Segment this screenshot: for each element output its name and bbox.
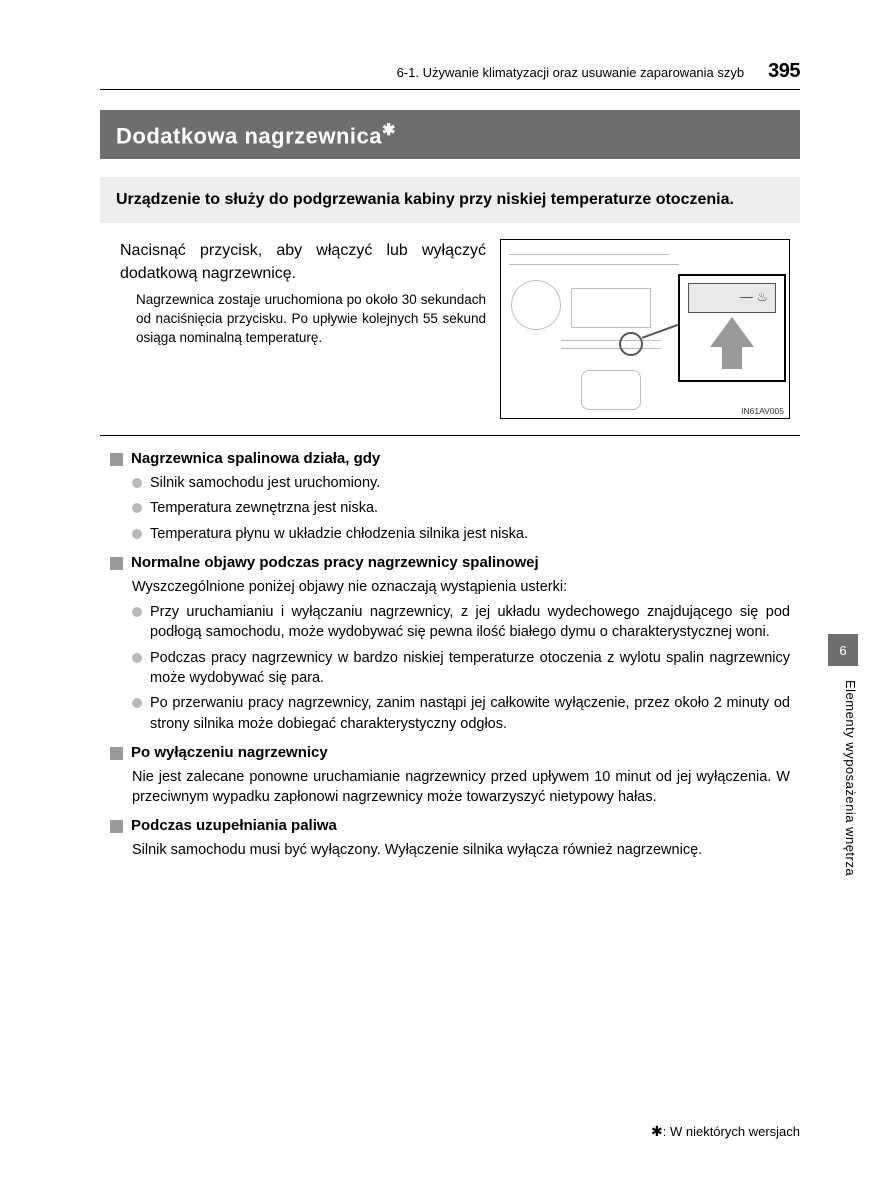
figure-code: IN61AV005 bbox=[741, 406, 784, 416]
footnote-text: : W niektórych wersjach bbox=[663, 1124, 800, 1139]
footnote-marker: ✱ bbox=[651, 1123, 663, 1139]
section-1: Nagrzewnica spalinowa działa, gdy Silnik… bbox=[110, 450, 790, 544]
body-text: Wyszczególnione poniżej objawy nie oznac… bbox=[132, 577, 790, 597]
list-item: Po przerwaniu pracy nagrzewnicy, zanim n… bbox=[132, 693, 790, 734]
chapter-tab: 6 bbox=[828, 634, 858, 666]
sub-text: Nagrzewnica zostaje uruchomiona po około… bbox=[120, 291, 486, 348]
up-arrow-icon bbox=[710, 317, 754, 347]
figure-row: Nacisnąć przycisk, aby włączyć lub wyłąc… bbox=[100, 239, 800, 436]
dashboard-illustration: — ♨ IN61AV005 bbox=[500, 239, 790, 419]
bullet-list: Silnik samochodu jest uruchomiony. Tempe… bbox=[132, 473, 790, 544]
section-label: 6-1. Używanie klimatyzacji oraz usuwanie… bbox=[397, 65, 745, 80]
section-4: Podczas uzupełniania paliwa Silnik samoc… bbox=[110, 817, 790, 860]
title-text: Dodatkowa nagrzewnica bbox=[116, 123, 382, 148]
section-heading: Po wyłączeniu nagrzewnicy bbox=[110, 744, 790, 761]
bullet-list: Przy uruchamianiu i wyłączaniu nagrzewni… bbox=[132, 602, 790, 734]
section-heading: Podczas uzupełniania paliwa bbox=[110, 817, 790, 834]
page-number: 395 bbox=[768, 60, 800, 83]
footnote: ✱: W niektórych wersjach bbox=[651, 1123, 800, 1140]
list-item: Temperatura płynu w układzie chłodzenia … bbox=[132, 524, 790, 544]
section-heading: Normalne objawy podczas pracy nagrzewnic… bbox=[110, 554, 790, 571]
page-title: Dodatkowa nagrzewnica✱ bbox=[100, 110, 800, 159]
intro-box: Urządzenie to służy do podgrzewania kabi… bbox=[100, 177, 800, 223]
title-asterisk: ✱ bbox=[382, 122, 396, 139]
chapter-number: 6 bbox=[839, 643, 846, 658]
figure-text: Nacisnąć przycisk, aby włączyć lub wyłąc… bbox=[120, 239, 486, 419]
section-heading: Nagrzewnica spalinowa działa, gdy bbox=[110, 450, 790, 467]
lead-text: Nacisnąć przycisk, aby włączyć lub wyłąc… bbox=[120, 239, 486, 285]
list-item: Przy uruchamianiu i wyłączaniu nagrzewni… bbox=[132, 602, 790, 643]
chapter-label: Elementy wyposażenia wnętrza bbox=[843, 680, 858, 876]
body-text: Silnik samochodu musi być wyłączony. Wył… bbox=[132, 840, 790, 860]
list-item: Silnik samochodu jest uruchomiony. bbox=[132, 473, 790, 493]
heat-icon: — ♨ bbox=[740, 289, 768, 305]
page-header: 6-1. Używanie klimatyzacji oraz usuwanie… bbox=[100, 60, 800, 90]
section-3: Po wyłączeniu nagrzewnicy Nie jest zalec… bbox=[110, 744, 790, 808]
section-2: Normalne objawy podczas pracy nagrzewnic… bbox=[110, 554, 790, 734]
up-arrow-stem bbox=[722, 345, 742, 369]
list-item: Temperatura zewnętrzna jest niska. bbox=[132, 498, 790, 518]
list-item: Podczas pracy nagrzewnicy w bardzo niski… bbox=[132, 648, 790, 689]
body-text: Nie jest zalecane ponowne uruchamianie n… bbox=[132, 767, 790, 808]
